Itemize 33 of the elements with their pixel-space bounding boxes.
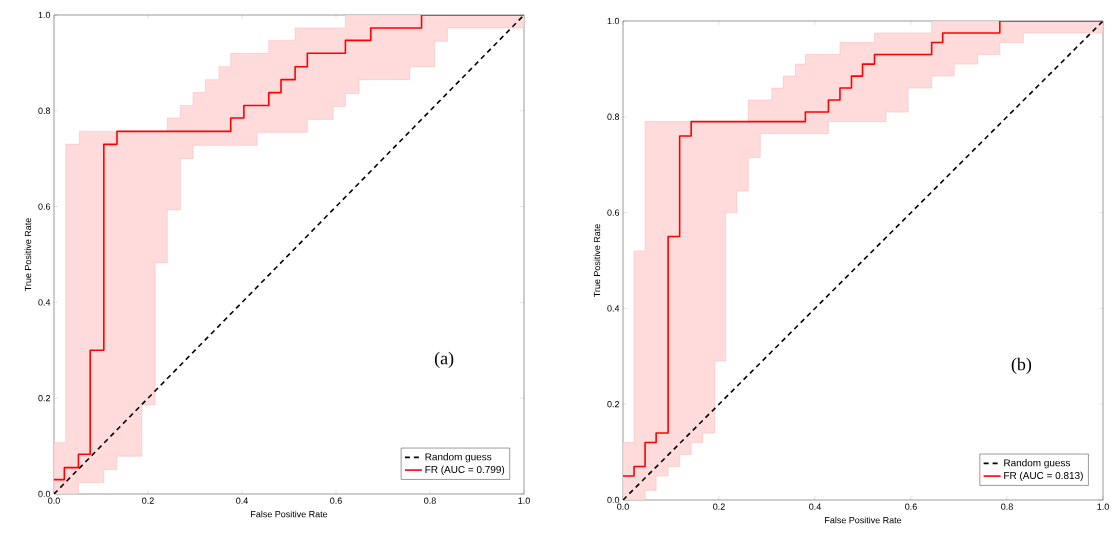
x-tick-label: 0.0 (617, 503, 629, 510)
x-tick-label: 0.4 (236, 497, 248, 504)
x-tick-label: 1.0 (1097, 503, 1109, 510)
x-tick-label: 0.0 (48, 497, 60, 504)
legend-label: Random guess (1004, 459, 1071, 469)
y-tick-label: 0.4 (38, 299, 51, 306)
y-tick-label: 0.4 (607, 305, 620, 312)
legend-label: FR (AUC = 0.799) (425, 465, 505, 476)
x-tick-label: 0.6 (905, 503, 917, 510)
x-tick-label: 0.6 (330, 497, 342, 504)
x-tick-label: 0.4 (809, 503, 821, 510)
y-tick-label: 0.2 (38, 395, 51, 402)
y-axis-title: True Positive Rate (593, 224, 601, 297)
x-axis-title: False Positive Rate (825, 516, 902, 524)
y-tick-label: 0.6 (607, 209, 620, 216)
x-axis-title: False Positive Rate (251, 510, 328, 518)
y-tick-label: 1.0 (607, 17, 620, 25)
y-tick-label: 0.6 (38, 203, 51, 210)
legend-label: Random guess (425, 453, 492, 463)
legend-label: FR (AUC = 0.813) (1004, 471, 1083, 482)
x-tick-label: 0.2 (142, 497, 154, 504)
y-tick-label: 0.8 (607, 113, 620, 120)
x-tick-label: 0.2 (713, 503, 725, 510)
annotation: (a) (434, 351, 454, 368)
x-tick-label: 1.0 (518, 497, 530, 504)
y-axis-title: True Positive Rate (24, 218, 32, 291)
y-tick-label: 0.0 (38, 490, 51, 498)
y-tick-label: 1.0 (38, 11, 51, 19)
x-tick-label: 0.8 (424, 497, 436, 504)
x-tick-label: 0.8 (1001, 503, 1013, 510)
y-tick-label: 0.2 (607, 401, 620, 408)
annotation: (b) (1011, 357, 1032, 374)
y-tick-label: 0.8 (38, 107, 51, 114)
